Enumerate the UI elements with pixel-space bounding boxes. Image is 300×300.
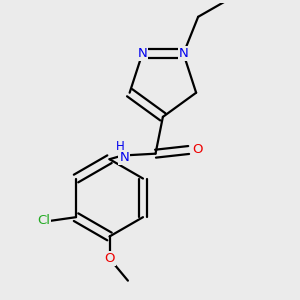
Text: N: N [137,47,147,60]
Text: N: N [119,151,129,164]
Text: H: H [116,140,125,153]
Text: N: N [178,47,188,60]
Text: O: O [104,252,115,265]
Text: O: O [193,143,203,157]
Text: Cl: Cl [37,214,50,227]
